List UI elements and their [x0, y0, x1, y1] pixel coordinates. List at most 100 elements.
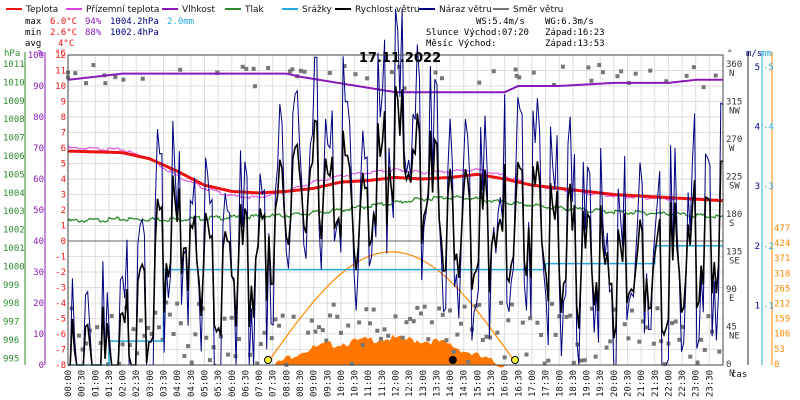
hpa-tick-label: 1008	[3, 115, 25, 125]
wind-direction-point	[393, 314, 398, 319]
wind-direction-point	[455, 332, 460, 337]
solar-radiation-area	[274, 334, 506, 368]
deg-axis-unit: °	[727, 49, 732, 59]
c-tick-label: 10	[55, 82, 66, 92]
time-tick-label: 06:30	[241, 370, 251, 397]
wind-direction-point	[568, 313, 573, 318]
time-tick-label: 08:30	[296, 370, 306, 397]
time-tick-label: 13:30	[432, 370, 442, 397]
wind-direction-point	[156, 325, 161, 330]
wind-direction-point	[579, 358, 584, 363]
legend-label: Vlhkost	[182, 5, 215, 15]
wind-direction-point	[513, 67, 518, 72]
wind-direction-point	[439, 76, 444, 81]
wind-direction-point	[440, 312, 445, 317]
time-tick-label: 03:30	[160, 370, 170, 397]
wind-direction-point	[346, 323, 351, 328]
dir-tick-label: SE	[729, 257, 740, 267]
c-tick-label: 11	[55, 67, 66, 77]
wind-direction-point	[298, 68, 303, 73]
mm-tick-label: -5	[763, 63, 774, 73]
deg-tick-label: 270	[726, 135, 742, 145]
wind-direction-point	[531, 70, 536, 75]
wind-direction-point	[459, 321, 463, 326]
wind-direction-point	[138, 318, 143, 323]
wind-direction-point	[153, 310, 158, 315]
wind-direction-point	[186, 344, 191, 349]
pct-tick-label: 80	[33, 113, 44, 123]
mm-tick-label: -1	[763, 301, 774, 311]
pct-tick-label: 40	[33, 237, 44, 247]
wind-direction-point	[699, 337, 704, 342]
wind-direction-point	[542, 361, 547, 366]
wind-direction-point	[375, 328, 380, 333]
wind-direction-point	[404, 320, 409, 325]
wind-direction-point	[389, 70, 394, 75]
wind-direction-point	[258, 342, 263, 347]
wind-direction-point	[506, 318, 511, 323]
wind-direction-point	[149, 331, 154, 336]
wind-direction-point	[193, 332, 198, 337]
wind-direction-point	[451, 349, 456, 354]
c-tick-label: 6	[61, 144, 66, 154]
wind-direction-point	[178, 67, 183, 72]
plot-frame	[67, 54, 724, 366]
wind-direction-point	[600, 70, 605, 75]
wind-direction-point	[655, 306, 660, 311]
wind-direction-point	[365, 76, 370, 81]
wind-direction-point	[462, 304, 467, 309]
dir-tick-label: N	[729, 369, 734, 379]
hpa-tick-label: 996	[3, 336, 19, 346]
pct-tick-label: 60	[33, 175, 44, 185]
wind-direction-point	[287, 69, 292, 74]
wind-direction-point	[691, 65, 696, 70]
wind-direction-point	[411, 319, 416, 324]
c-tick-label: 4	[61, 175, 66, 185]
c-tick-label: 3	[61, 191, 66, 201]
wind-direction-point	[590, 306, 594, 311]
stats-row-avg-label: avg	[25, 39, 41, 49]
ground-temperature-line	[67, 146, 724, 202]
deg-tick-label: 180	[726, 210, 742, 220]
sun-path	[264, 251, 520, 364]
hpa-tick-label: 1002	[3, 226, 25, 236]
time-tick-label: 19:30	[596, 370, 606, 397]
time-tick-label: 11:00	[364, 370, 374, 397]
hpa-tick-label: 1004	[3, 189, 25, 199]
wind-direction-point	[604, 345, 609, 350]
stats-sun-set: Západ:16:23	[545, 28, 605, 38]
rad-tick-label: 371	[774, 254, 790, 264]
wind-direction-point	[127, 342, 132, 347]
wind-direction-point	[480, 337, 485, 342]
wind-direction-point	[664, 79, 669, 84]
temperature-line	[67, 149, 724, 203]
dir-tick-label: S	[729, 219, 734, 229]
time-tick-label: 01:00	[91, 370, 101, 397]
pct-tick-label: 30	[33, 268, 44, 278]
hpa-tick-label: 1000	[3, 262, 25, 272]
dir-tick-label: NE	[729, 332, 740, 342]
wind-direction-point	[437, 306, 442, 311]
sunset-marker	[511, 356, 520, 364]
sun-elevation-curve	[267, 251, 515, 363]
wind-direction-point	[484, 334, 489, 339]
wind-direction-point	[251, 66, 256, 71]
c-tick-label: -2	[55, 268, 66, 278]
wind-direction-point	[524, 352, 529, 357]
time-tick-label: 15:30	[487, 370, 497, 397]
time-tick-label: 11:30	[378, 370, 388, 397]
time-tick-label: 07:00	[255, 370, 265, 397]
wind-direction-point	[171, 332, 176, 337]
time-tick-label: 03:00	[146, 370, 156, 397]
time-tick-label: 16:30	[514, 370, 524, 397]
wind-direction-point	[84, 81, 89, 86]
wind-direction-point	[611, 307, 616, 312]
c-tick-label: 8	[61, 113, 66, 123]
wind-direction-point	[418, 311, 423, 316]
wind-direction-point	[371, 307, 376, 312]
wind-direction-point	[342, 63, 347, 68]
stats-min-press: 1002.4hPa	[110, 28, 159, 38]
time-tick-label: 09:00	[310, 370, 320, 397]
ms-tick-label: 1	[755, 301, 760, 311]
